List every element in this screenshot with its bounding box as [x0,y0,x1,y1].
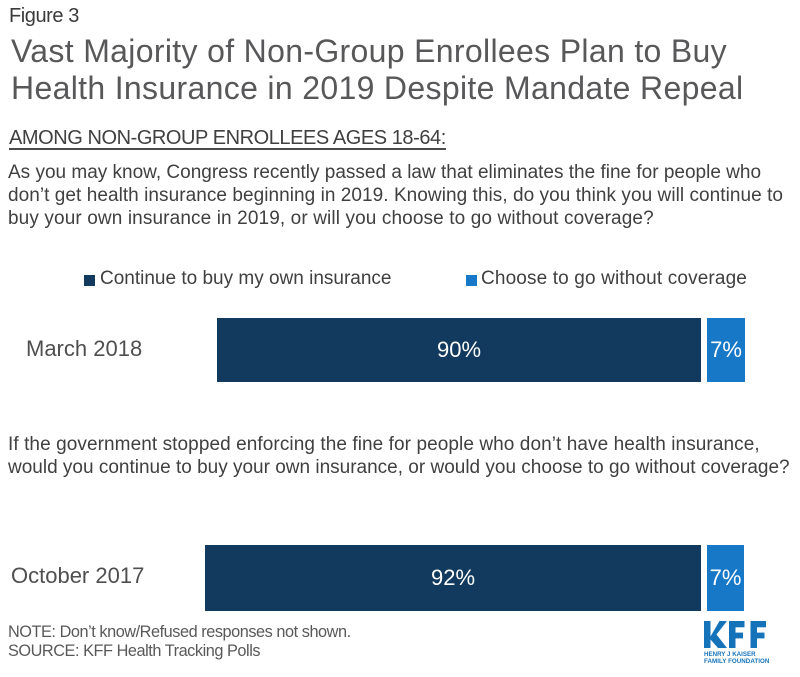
svg-text:HENRY J KAISER: HENRY J KAISER [704,651,756,658]
svg-text:FAMILY FOUNDATION: FAMILY FOUNDATION [704,658,770,665]
